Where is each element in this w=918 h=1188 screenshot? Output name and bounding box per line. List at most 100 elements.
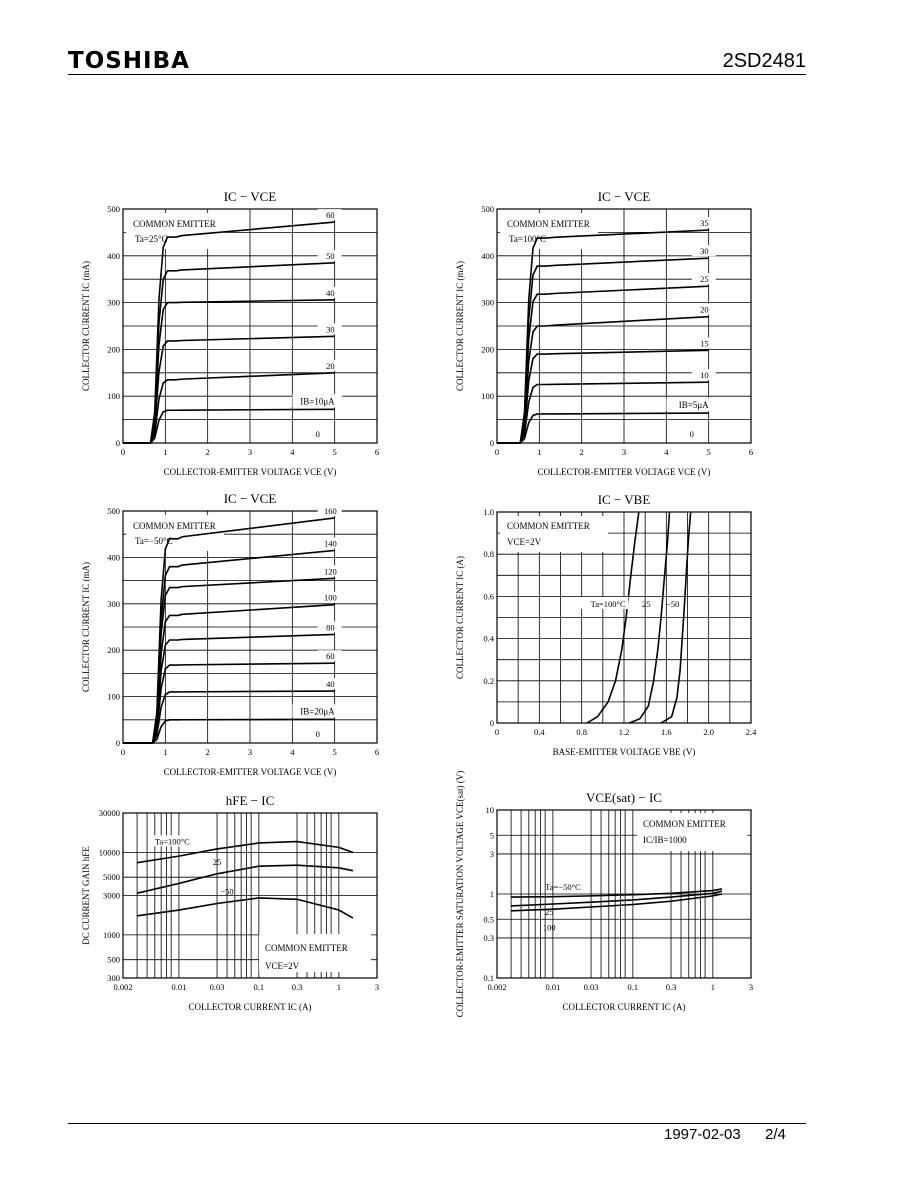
x-tick-label: 0.3: [666, 982, 677, 992]
plot-frame: [496, 511, 752, 724]
curve-label: 50: [326, 251, 335, 261]
annotation-vce: VCE=2V: [507, 537, 542, 547]
x-tick-label: 5: [333, 747, 337, 757]
x-tick-label: 0.03: [584, 982, 599, 992]
annotation-common-emitter: COMMON EMITTER: [507, 521, 590, 531]
y-tick-label: 30000: [99, 808, 120, 818]
y-axis-label: COLLECTOR CURRENT IC (mA): [455, 261, 465, 391]
annotation-common-emitter: COMMON EMITTER: [133, 521, 216, 531]
y-tick-label: 100: [107, 391, 120, 401]
y-tick-label: 500: [107, 955, 120, 965]
y-tick-label: 200: [107, 344, 120, 354]
y-tick-label: 0.6: [483, 591, 494, 601]
curve-label-minus50c: Ta=−50°C: [545, 882, 581, 892]
annotation-temperature: Ta=25°C: [135, 234, 168, 244]
curve-label: 120: [324, 566, 337, 576]
curve-ta-2: [660, 511, 692, 724]
annotation-temperature: Ta=100°C: [509, 234, 546, 244]
curve-label: 160: [324, 506, 337, 516]
y-tick-label: 10: [486, 805, 495, 815]
curve-ib-160: [123, 517, 335, 744]
x-tick-label: 2: [206, 747, 210, 757]
x-tick-label: 0.01: [171, 982, 186, 992]
x-tick-label: 1: [163, 447, 167, 457]
y-tick-label: 1000: [103, 930, 120, 940]
curve-label: 35: [700, 218, 709, 228]
chart-3: IC − VCE COLLECTOR-EMITTER VOLTAGE VCE (V…: [81, 491, 379, 777]
chart-title: IC − VCE: [224, 491, 277, 506]
y-tick-label: 200: [481, 344, 494, 354]
curve-label-zero: 0: [316, 729, 320, 739]
y-tick-label: 100: [107, 692, 120, 702]
curve-label: 10: [700, 370, 709, 380]
y-tick-label: 400: [481, 251, 494, 261]
y-tick-label: 0: [116, 738, 120, 748]
x-tick-label: 3: [749, 982, 753, 992]
y-axis-label: COLLECTOR CURRENT IC (mA): [81, 562, 91, 692]
x-tick-label: 6: [375, 747, 379, 757]
curve-ta-0: [511, 888, 723, 898]
curve-label-ib: IB=10μA: [300, 396, 335, 406]
x-tick-label: 2.4: [746, 727, 757, 737]
toshiba-logo: TOSHIBA: [68, 48, 190, 74]
x-tick-label: 0: [121, 747, 125, 757]
curve-label: 140: [324, 538, 337, 548]
chart-2: IC − VCE COLLECTOR-EMITTER VOLTAGE VCE (V…: [455, 189, 753, 477]
x-tick-label: 4: [290, 747, 295, 757]
x-tick-label: 4: [664, 447, 669, 457]
y-axis-label: DC CURRENT GAIN hFE: [81, 846, 91, 945]
chart-title: hFE − IC: [226, 793, 275, 808]
x-tick-label: 0.3: [292, 982, 303, 992]
y-tick-label: 1.0: [483, 507, 494, 517]
x-tick-label: 2: [206, 447, 210, 457]
y-tick-label: 300: [107, 298, 120, 308]
y-tick-label: 5: [490, 830, 494, 840]
y-tick-label: 400: [107, 251, 120, 261]
y-tick-label: 500: [481, 204, 494, 214]
curve-label-minus50c: −50: [220, 886, 233, 896]
footer-page-number: 2/4: [765, 1126, 786, 1143]
y-axis-label: COLLECTOR CURRENT IC (A): [455, 556, 465, 679]
x-tick-label: 0.03: [210, 982, 225, 992]
curve-label: 20: [326, 361, 335, 371]
x-tick-label: 1: [711, 982, 715, 992]
curve-ta-1: [136, 864, 354, 894]
x-axis-label: COLLECTOR-EMITTER VOLTAGE VCE (V): [164, 767, 337, 777]
y-tick-label: 0: [490, 438, 494, 448]
y-tick-label: 500: [107, 506, 120, 516]
chart-6: VCE(sat) − IC COLLECTOR CURRENT IC (A) COL…: [455, 771, 753, 1017]
curve-ta-1: [628, 511, 671, 724]
x-tick-label: 2: [580, 447, 584, 457]
curve-label-25c: 25: [545, 907, 554, 917]
y-tick-label: 300: [107, 973, 120, 983]
curve-label-100c: 100: [543, 922, 556, 932]
curve-label-ib: IB=20μA: [300, 706, 335, 716]
curve-label: 60: [326, 651, 335, 661]
footer-date: 1997-02-03: [664, 1126, 741, 1143]
curve-ta-0: [586, 511, 640, 724]
curve-label: 25: [700, 274, 709, 284]
x-tick-label: 0: [121, 447, 125, 457]
y-tick-label: 3: [490, 849, 494, 859]
curve-label: 15: [700, 338, 709, 348]
curve-ta-1: [511, 890, 723, 907]
curve-label-minus50c: −50: [666, 599, 679, 609]
x-tick-label: 0.002: [487, 982, 506, 992]
curve-label-ib: IB=5μA: [679, 400, 709, 410]
chart-title: VCE(sat) − IC: [586, 790, 662, 805]
y-tick-label: 0.3: [483, 933, 494, 943]
y-tick-label: 1: [490, 889, 494, 899]
curve-ib-120: [123, 577, 335, 744]
curve-ta-2: [136, 897, 354, 919]
x-tick-label: 1.2: [619, 727, 630, 737]
chart-5: hFE − IC COLLECTOR CURRENT IC (A) DC CURRE…: [81, 793, 379, 1012]
x-axis-label: COLLECTOR CURRENT IC (A): [563, 1002, 686, 1012]
plot-frame: [122, 208, 378, 444]
x-tick-label: 1: [163, 747, 167, 757]
x-tick-label: 0.4: [534, 727, 545, 737]
header-rule: [68, 74, 806, 75]
x-tick-label: 0.002: [113, 982, 132, 992]
x-axis-label: COLLECTOR-EMITTER VOLTAGE VCE (V): [164, 467, 337, 477]
y-axis-label: COLLECTOR-EMITTER SATURATION VOLTAGE VCE…: [455, 771, 465, 1017]
